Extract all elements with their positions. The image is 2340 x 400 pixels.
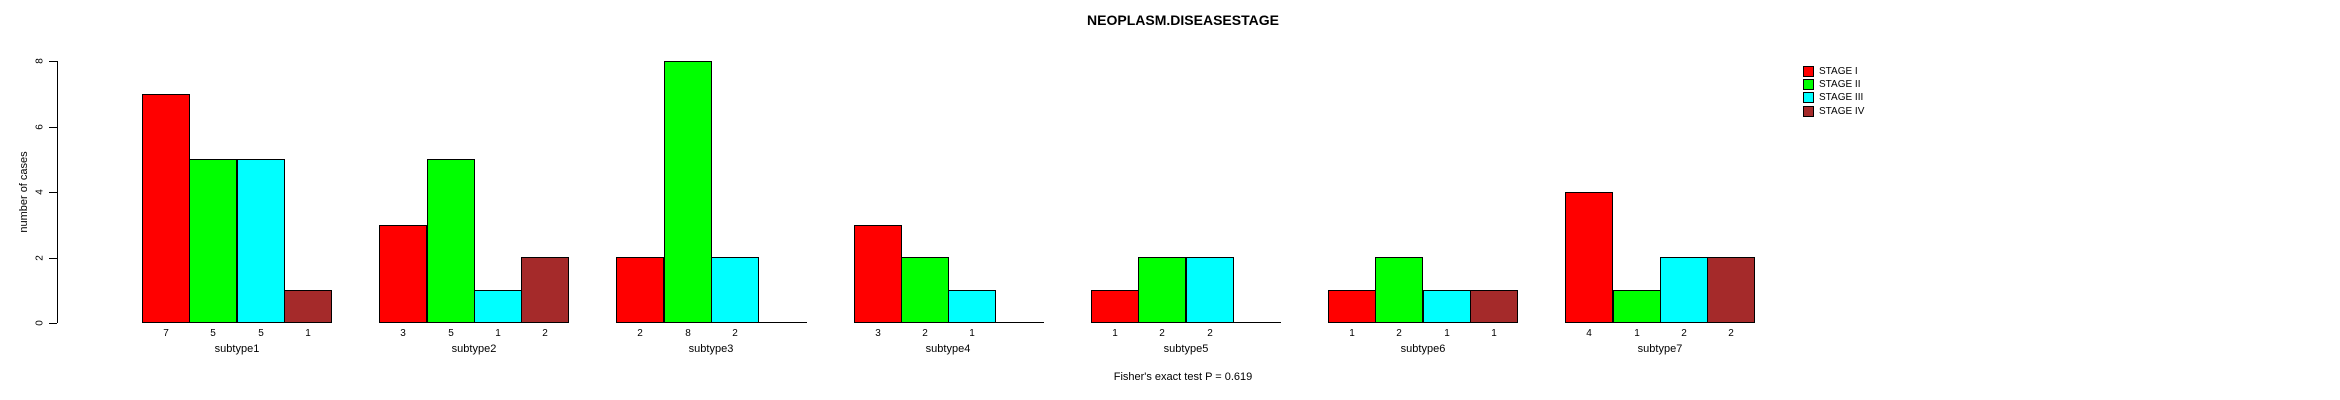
zero-bar-stage-iv-subtype3 (759, 322, 807, 323)
bar-value-label: 1 (495, 328, 501, 339)
bar-value-label: 2 (1681, 328, 1687, 339)
bar-stage-i-subtype3 (616, 257, 664, 323)
bar-stage-iii-subtype7 (1660, 257, 1708, 323)
y-tick-mark (49, 192, 57, 193)
bar-value-label: 2 (922, 328, 928, 339)
category-label-subtype4: subtype4 (925, 343, 971, 355)
zero-bar-stage-iv-subtype4 (996, 322, 1044, 323)
bar-stage-iv-subtype2 (521, 257, 569, 323)
ytick-label: 0 (34, 320, 46, 326)
bar-value-label: 5 (258, 328, 264, 339)
bar-value-label: 2 (1207, 328, 1213, 339)
bar-value-label: 2 (732, 328, 738, 339)
bar-stage-iii-subtype2 (474, 290, 522, 323)
legend-swatch-stage-i (1803, 65, 1814, 77)
chart-title: NEOPLASM.DISEASESTAGE (1087, 12, 1279, 28)
category-label-subtype2: subtype2 (451, 343, 497, 355)
bar-value-label: 1 (1444, 328, 1450, 339)
bar-value-label: 7 (163, 328, 169, 339)
bar-value-label: 2 (637, 328, 643, 339)
y-tick-mark (49, 127, 57, 128)
y-axis-line (57, 61, 58, 323)
bar-stage-ii-subtype3 (664, 61, 712, 323)
bar-value-label: 1 (1112, 328, 1118, 339)
bar-stage-ii-subtype5 (1138, 257, 1186, 323)
bar-stage-iii-subtype5 (1186, 257, 1234, 323)
bar-value-label: 1 (1634, 328, 1640, 339)
ytick-label: 6 (34, 124, 46, 130)
legend-swatch-stage-ii (1803, 78, 1814, 90)
bar-stage-iv-subtype7 (1707, 257, 1755, 323)
legend-swatch-stage-iv (1803, 105, 1814, 117)
bar-stage-ii-subtype7 (1613, 290, 1661, 323)
bar-stage-ii-subtype2 (427, 159, 475, 323)
bar-value-label: 8 (685, 328, 691, 339)
bar-value-label: 1 (305, 328, 311, 339)
ytick-label: 4 (34, 189, 46, 195)
legend-label: STAGE IV (1819, 105, 1865, 117)
category-label-subtype1: subtype1 (214, 343, 260, 355)
bar-stage-iii-subtype4 (948, 290, 996, 323)
ytick-label: 8 (34, 58, 46, 64)
bar-value-label: 4 (1586, 328, 1592, 339)
category-label-subtype3: subtype3 (688, 343, 734, 355)
bar-stage-i-subtype1 (142, 94, 190, 323)
bar-value-label: 5 (210, 328, 216, 339)
legend-item-stage-ii: STAGE II (1803, 78, 1861, 90)
category-label-subtype7: subtype7 (1637, 343, 1683, 355)
bar-stage-i-subtype7 (1565, 192, 1613, 323)
bar-stage-ii-subtype6 (1375, 257, 1423, 323)
bar-stage-iii-subtype6 (1423, 290, 1471, 323)
y-tick-mark (49, 258, 57, 259)
bar-stage-i-subtype4 (854, 225, 902, 323)
bar-value-label: 5 (448, 328, 454, 339)
zero-bar-stage-iv-subtype5 (1233, 322, 1281, 323)
bar-value-label: 2 (1728, 328, 1734, 339)
legend-label: STAGE III (1819, 92, 1864, 104)
legend-item-stage-i: STAGE I (1803, 65, 1858, 77)
legend-swatch-stage-iii (1803, 92, 1814, 104)
legend-label: STAGE I (1819, 65, 1858, 77)
bar-value-label: 2 (542, 328, 548, 339)
bar-stage-ii-subtype4 (901, 257, 949, 323)
bar-stage-iii-subtype3 (711, 257, 759, 323)
category-label-subtype5: subtype5 (1163, 343, 1209, 355)
bar-stage-iv-subtype6 (1470, 290, 1518, 323)
bar-value-label: 1 (969, 328, 975, 339)
bar-stage-iv-subtype1 (284, 290, 332, 323)
bar-stage-i-subtype6 (1328, 290, 1376, 323)
annotation-fishers-test: Fisher's exact test P = 0.619 (1113, 371, 1253, 383)
ytick-label: 2 (34, 255, 46, 261)
bar-value-label: 3 (875, 328, 881, 339)
bar-value-label: 3 (400, 328, 406, 339)
bar-value-label: 1 (1349, 328, 1355, 339)
y-tick-mark (49, 323, 57, 324)
legend-label: STAGE II (1819, 78, 1861, 90)
bar-stage-i-subtype2 (379, 225, 427, 323)
bar-value-label: 2 (1159, 328, 1165, 339)
bar-stage-i-subtype5 (1091, 290, 1139, 323)
bar-stage-ii-subtype1 (189, 159, 237, 323)
legend-item-stage-iv: STAGE IV (1803, 105, 1864, 117)
category-label-subtype6: subtype6 (1400, 343, 1446, 355)
bar-value-label: 1 (1491, 328, 1497, 339)
legend-item-stage-iii: STAGE III (1803, 92, 1863, 104)
bar-value-label: 2 (1396, 328, 1402, 339)
bar-stage-iii-subtype1 (237, 159, 285, 323)
y-tick-mark (49, 61, 57, 62)
y-axis-label: number of cases (18, 151, 30, 233)
